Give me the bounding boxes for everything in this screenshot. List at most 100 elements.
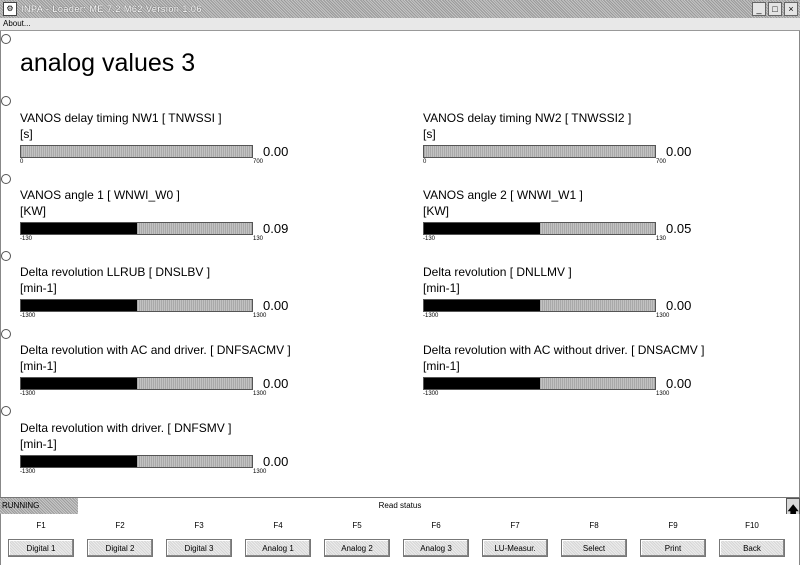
measurement-unit: [KW] xyxy=(423,204,449,218)
measurement-1: VANOS delay timing NW2 [ TNWSSI2 ] [s] 0.0… xyxy=(423,111,723,181)
measurement-8: Delta revolution with driver. [ DNFSMV ]… xyxy=(20,421,320,491)
fkey-label-f3: F3 xyxy=(194,521,204,530)
fkey-button-f1[interactable]: Digital 1 xyxy=(8,539,74,557)
menu-about[interactable]: About... xyxy=(3,19,31,28)
measurement-bar-fill xyxy=(21,223,137,234)
radio-marker[interactable] xyxy=(1,251,11,261)
measurement-max: 1300 xyxy=(656,391,670,397)
radio-marker[interactable] xyxy=(1,406,11,416)
measurement-min: -1300 xyxy=(20,469,36,475)
measurement-bar-fill xyxy=(424,223,540,234)
measurement-unit: [s] xyxy=(20,127,33,141)
measurement-label: Delta revolution with AC without driver.… xyxy=(423,343,705,357)
measurement-bar xyxy=(423,222,656,235)
measurement-label: Delta revolution with driver. [ DNFSMV ] xyxy=(20,421,232,435)
measurement-2: VANOS angle 1 [ WNWI_W0 ] [KW] 0.09 -130 130 xyxy=(20,188,320,258)
measurement-3: VANOS angle 2 [ WNWI_W1 ] [KW] 0.05 -130 130 xyxy=(423,188,723,258)
measurement-unit: [KW] xyxy=(20,204,46,218)
status-text: Read status xyxy=(378,501,422,510)
measurement-0: VANOS delay timing NW1 [ TNWSSI ] [s] 0.00… xyxy=(20,111,320,181)
measurement-label: Delta revolution with AC and driver. [ D… xyxy=(20,343,291,357)
fkey-button-f3[interactable]: Digital 3 xyxy=(166,539,232,557)
maximize-button[interactable]: □ xyxy=(768,2,782,16)
measurement-value: 0.00 xyxy=(263,376,289,391)
page-title: analog values 3 xyxy=(20,49,196,77)
fkey-button-f6[interactable]: Analog 3 xyxy=(403,539,469,557)
measurement-max: 700 xyxy=(656,159,667,165)
function-key-bar: F1 Digital 1 F2 Digital 2 F3 Digital 3 F4 Analo… xyxy=(0,514,800,565)
measurement-min: -130 xyxy=(423,236,436,242)
measurement-max: 1300 xyxy=(253,391,267,397)
measurement-bar xyxy=(423,145,656,158)
measurement-min: -1300 xyxy=(423,391,439,397)
fkey-button-f7[interactable]: LU-Measur. xyxy=(482,539,548,557)
measurement-value: 0.09 xyxy=(263,221,289,236)
measurement-max: 130 xyxy=(656,236,667,242)
measurement-label: VANOS delay timing NW1 [ TNWSSI ] xyxy=(20,111,222,125)
fkey-button-f4[interactable]: Analog 1 xyxy=(245,539,311,557)
fkey-button-f5[interactable]: Analog 2 xyxy=(324,539,390,557)
measurement-bar-fill xyxy=(424,300,540,311)
measurement-max: 130 xyxy=(253,236,264,242)
measurement-bar-fill xyxy=(21,378,137,389)
measurement-max: 1300 xyxy=(656,313,670,319)
fkey-button-f2[interactable]: Digital 2 xyxy=(87,539,153,557)
measurement-value: 0.00 xyxy=(666,376,692,391)
measurement-7: Delta revolution with AC without driver.… xyxy=(423,343,723,413)
radio-marker[interactable] xyxy=(1,174,11,184)
measurement-value: 0.00 xyxy=(263,454,289,469)
measurement-bar xyxy=(423,299,656,312)
minimize-button[interactable]: _ xyxy=(752,2,766,16)
fkey-label-f7: F7 xyxy=(510,521,520,530)
app-icon: ⚙ xyxy=(3,2,17,16)
measurement-bar xyxy=(20,222,253,235)
measurement-min: -1300 xyxy=(20,313,36,319)
measurement-bar-fill xyxy=(21,456,137,467)
measurement-max: 1300 xyxy=(253,469,267,475)
close-button[interactable]: × xyxy=(784,2,798,16)
measurement-unit: [min-1] xyxy=(20,281,57,295)
measurement-bar xyxy=(20,145,253,158)
fkey-button-f9[interactable]: Print xyxy=(640,539,706,557)
fkey-label-f4: F4 xyxy=(273,521,283,530)
measurement-6: Delta revolution with AC and driver. [ D… xyxy=(20,343,320,413)
measurement-max: 1300 xyxy=(253,313,267,319)
window-title: INPA - Loader: ME 7.2 M62 Version 1.06 xyxy=(21,4,202,14)
measurement-bar xyxy=(423,377,656,390)
measurement-value: 0.05 xyxy=(666,221,692,236)
fkey-label-f2: F2 xyxy=(115,521,125,530)
radio-marker[interactable] xyxy=(1,34,11,44)
measurement-max: 700 xyxy=(253,159,264,165)
measurement-value: 0.00 xyxy=(263,298,289,313)
fkey-label-f5: F5 xyxy=(352,521,362,530)
measurement-label: VANOS angle 2 [ WNWI_W1 ] xyxy=(423,188,583,202)
measurement-label: VANOS angle 1 [ WNWI_W0 ] xyxy=(20,188,180,202)
measurement-bar xyxy=(20,299,253,312)
measurement-label: Delta revolution LLRUB [ DNSLBV ] xyxy=(20,265,211,279)
measurement-bar xyxy=(20,455,253,468)
measurement-unit: [min-1] xyxy=(20,437,57,451)
measurement-min: 0 xyxy=(423,159,427,165)
measurement-min: -1300 xyxy=(423,313,439,319)
fkey-button-f8[interactable]: Select xyxy=(561,539,627,557)
measurement-label: VANOS delay timing NW2 [ TNWSSI2 ] xyxy=(423,111,632,125)
status-state: RUNNING xyxy=(0,498,78,514)
fkey-label-f10: F10 xyxy=(745,521,759,530)
radio-marker[interactable] xyxy=(1,329,11,339)
measurement-bar xyxy=(20,377,253,390)
title-bar: ⚙ INPA - Loader: ME 7.2 M62 Version 1.06… xyxy=(0,0,800,18)
measurement-label: Delta revolution [ DNLLMV ] xyxy=(423,265,572,279)
measurement-min: -1300 xyxy=(20,391,36,397)
measurement-unit: [min-1] xyxy=(423,359,460,373)
measurement-unit: [s] xyxy=(423,127,436,141)
radio-marker[interactable] xyxy=(1,96,11,106)
fkey-label-f6: F6 xyxy=(431,521,441,530)
measurement-value: 0.00 xyxy=(666,144,692,159)
measurement-min: -130 xyxy=(20,236,33,242)
status-bar: RUNNING Read status 🡅 xyxy=(0,497,800,520)
measurement-4: Delta revolution LLRUB [ DNSLBV ] [min-1]… xyxy=(20,265,320,335)
measurement-bar-fill xyxy=(21,300,137,311)
measurement-unit: [min-1] xyxy=(423,281,460,295)
fkey-button-f10[interactable]: Back xyxy=(719,539,785,557)
menu-bar: About... xyxy=(0,18,800,31)
